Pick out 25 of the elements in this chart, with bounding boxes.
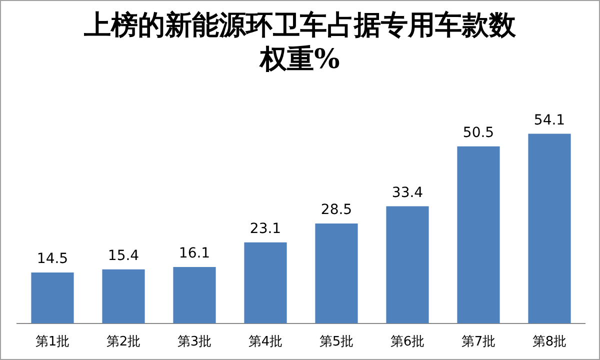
data-label: 14.5	[36, 251, 68, 268]
bar	[315, 223, 358, 324]
x-tick-label: 第3批	[177, 334, 212, 350]
bar	[173, 266, 216, 324]
x-tick-label: 第4批	[248, 334, 283, 350]
data-label: 50.5	[462, 124, 494, 141]
x-tick-label: 第2批	[106, 334, 141, 350]
bar	[386, 206, 429, 324]
bar	[31, 272, 74, 324]
data-label: 33.4	[392, 184, 424, 201]
bar	[457, 146, 500, 324]
data-label: 15.4	[108, 248, 140, 264]
bar	[244, 242, 287, 324]
data-label: 28.5	[320, 202, 352, 218]
chart-title: 上榜的新能源环卫车占据专用车款数权重%	[83, 9, 517, 77]
data-label: 54.1	[534, 112, 566, 128]
bar	[528, 134, 571, 324]
x-tick-label: 第7批	[461, 334, 496, 350]
x-tick-label: 第6批	[390, 334, 425, 350]
x-tick-label: 第1批	[35, 334, 70, 350]
bar	[102, 269, 145, 324]
x-tick-label: 第8批	[532, 334, 567, 350]
data-label: 16.1	[178, 246, 210, 262]
x-tick-label: 第5批	[319, 334, 354, 350]
data-label: 23.1	[250, 221, 282, 238]
